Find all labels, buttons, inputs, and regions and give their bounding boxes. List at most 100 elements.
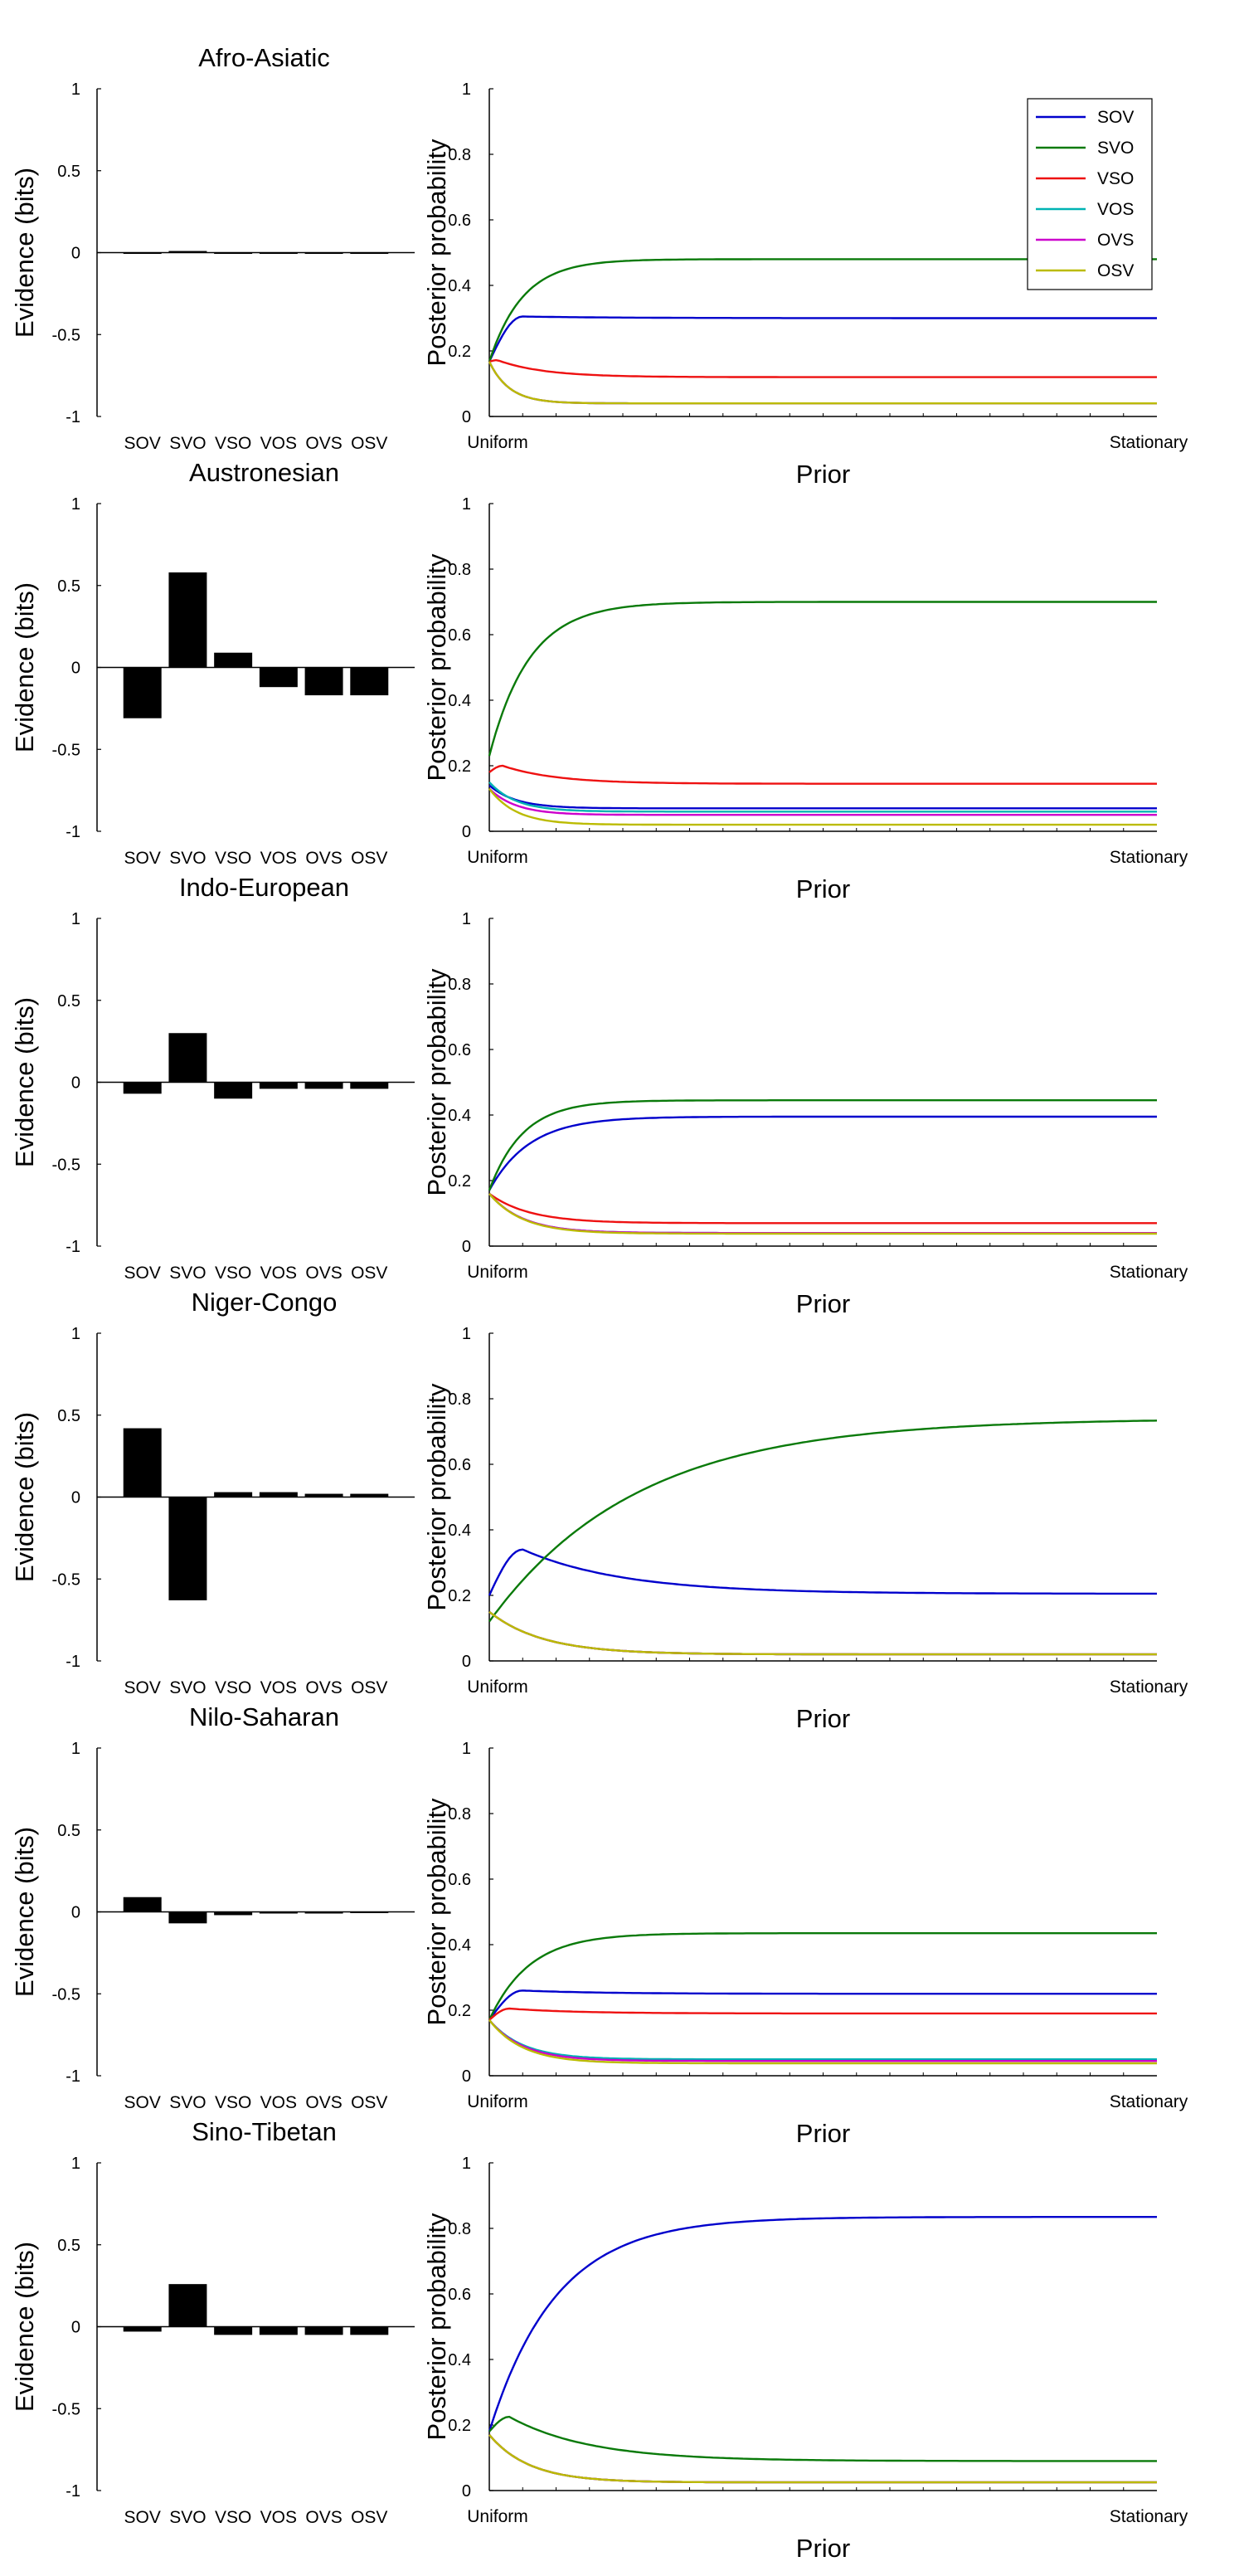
panel-row-austronesian: Austronesian -1 -0.5 0 0.5 1 Evidence (bits) SO… (10, 458, 1188, 903)
bar-ovs (304, 667, 343, 696)
evidence-bar-chart: Indo-European -1 -0.5 0 0.5 1 Evidence (bits) S… (10, 873, 415, 1283)
x-tick-label: OSV (351, 849, 387, 868)
y-tick-label: 0 (71, 245, 80, 263)
x-tick-label: VSO (215, 434, 251, 453)
x-tick-label: SVO (169, 2093, 206, 2112)
bar-vso (214, 252, 253, 254)
posterior-line-chart: 0 0.2 0.4 0.6 0.8 1 Uniform Stationary Prior Post… (422, 1325, 1188, 1733)
x-tick-label: OSV (351, 2093, 387, 2112)
posterior-line-chart: 0 0.2 0.4 0.6 0.8 1 Uniform Stationary Prior Post… (422, 910, 1188, 1318)
bar-vos (259, 1911, 298, 1914)
bar-vso (214, 652, 253, 668)
x-tick-label: SVO (169, 434, 206, 453)
y-tick-label: 1 (462, 910, 471, 928)
legend-box (1027, 98, 1153, 290)
x-tick-label: VOS (260, 1264, 297, 1283)
x-tick-label: VOS (260, 849, 297, 868)
y-axis-label: Evidence (bits) (10, 1412, 39, 1582)
x-axis-label: Prior (796, 2534, 850, 2563)
x-tick-label: VSO (215, 1678, 251, 1697)
y-tick-label: 1 (71, 910, 80, 928)
x-tick-label-end: Stationary (1110, 2092, 1188, 2111)
x-tick-label: VSO (215, 2093, 251, 2112)
bar-sov (123, 252, 162, 254)
bar-svo (168, 572, 207, 668)
y-tick-label: 0.6 (448, 212, 471, 230)
bar-vos (259, 252, 298, 254)
x-tick-label: VOS (260, 434, 297, 453)
series-line-ovs (488, 2434, 1157, 2484)
series-line-sov (488, 2216, 1157, 2432)
x-axis-label: Prior (796, 1704, 850, 1733)
bar-ovs (304, 1911, 343, 1914)
x-tick-label: OVS (305, 849, 342, 868)
series-line-vos (488, 781, 1157, 813)
series-line-ovs (488, 361, 1157, 405)
series-line-osv (488, 1610, 1157, 1656)
x-tick-label: OVS (305, 2093, 342, 2112)
y-tick-label: 0 (462, 1653, 471, 1671)
y-tick-label: 0.8 (448, 146, 471, 164)
y-tick-label: 0 (71, 1074, 80, 1093)
y-tick-label: 0.5 (57, 577, 80, 596)
x-tick-label: OSV (351, 434, 387, 453)
panel-row-sino-tibetan: Sino-Tibetan -1 -0.5 0 0.5 1 Evidence (bits) SO… (10, 2117, 1188, 2563)
x-tick-label: VOS (260, 2093, 297, 2112)
bar-svo (168, 2284, 207, 2327)
y-tick-label: 0.5 (57, 2237, 80, 2255)
y-tick-label: 0 (71, 1904, 80, 1922)
series-line-osv (488, 361, 1157, 405)
bar-osv (350, 667, 389, 696)
family-title: Indo-European (179, 873, 349, 902)
x-tick-label: VSO (215, 2508, 251, 2527)
y-tick-label: -0.5 (52, 1156, 80, 1174)
panel-row-nilo-saharan: Nilo-Saharan -1 -0.5 0 0.5 1 Evidence (bits) SO… (10, 1702, 1188, 2148)
y-tick-label: 0.5 (57, 1822, 80, 1840)
x-tick-label-end: Stationary (1110, 848, 1188, 867)
evidence-bar-chart: Austronesian -1 -0.5 0 0.5 1 Evidence (bits) SO… (10, 458, 415, 868)
y-tick-label: 0.2 (448, 1587, 471, 1605)
y-tick-label: 0.2 (448, 2002, 471, 2020)
series-line-sov (488, 315, 1157, 363)
y-axis-label: Evidence (bits) (10, 2242, 39, 2412)
y-tick-label: 0 (71, 1489, 80, 1507)
x-tick-label: OVS (305, 1264, 342, 1283)
y-axis-label: Evidence (bits) (10, 168, 39, 338)
y-tick-label: 1 (71, 1740, 80, 1758)
series-line-vos (488, 2019, 1157, 2061)
legend-label-svo: SVO (1097, 139, 1134, 158)
y-tick-label: 1 (71, 80, 80, 99)
y-tick-label: -1 (66, 823, 80, 841)
x-tick-label: SVO (169, 2508, 206, 2527)
series-line-vos (488, 361, 1157, 405)
y-tick-label: 0.2 (448, 2417, 471, 2435)
y-tick-label: 0.5 (57, 992, 80, 1010)
x-tick-label-end: Stationary (1110, 433, 1188, 452)
series-line-sov (488, 1115, 1157, 1191)
bar-sov (123, 1428, 162, 1497)
series-line-osv (488, 1193, 1157, 1235)
series-line-ovs (488, 787, 1157, 816)
y-tick-label: 0 (462, 408, 471, 426)
y-tick-label: 1 (71, 1325, 80, 1343)
x-tick-label: SOV (124, 434, 161, 453)
y-tick-label: -0.5 (52, 326, 80, 344)
family-title: Nilo-Saharan (189, 1702, 339, 1731)
y-tick-label: 0.6 (448, 626, 471, 645)
y-tick-label: -0.5 (52, 2400, 80, 2418)
bar-svo (168, 1911, 207, 1924)
evidence-bar-chart: Afro-Asiatic -1 -0.5 0 0.5 1 Evidence (bits) SO… (10, 43, 415, 453)
series-line-osv (488, 2019, 1157, 2065)
evidence-bar-chart: Niger-Congo -1 -0.5 0 0.5 1 Evidence (bits) SOV… (10, 1288, 415, 1697)
y-tick-label: 0.8 (448, 561, 471, 579)
series-line-vso (488, 1192, 1157, 1225)
bar-sov (123, 667, 162, 718)
x-tick-label: SVO (169, 1264, 206, 1283)
y-tick-label: 0.8 (448, 976, 471, 994)
bar-vos (259, 2326, 298, 2335)
x-tick-label: OSV (351, 1264, 387, 1283)
series-line-svo (488, 601, 1157, 757)
bar-svo (168, 1497, 207, 1600)
y-tick-label: 0.8 (448, 2220, 471, 2238)
y-tick-label: 0.4 (448, 692, 471, 710)
